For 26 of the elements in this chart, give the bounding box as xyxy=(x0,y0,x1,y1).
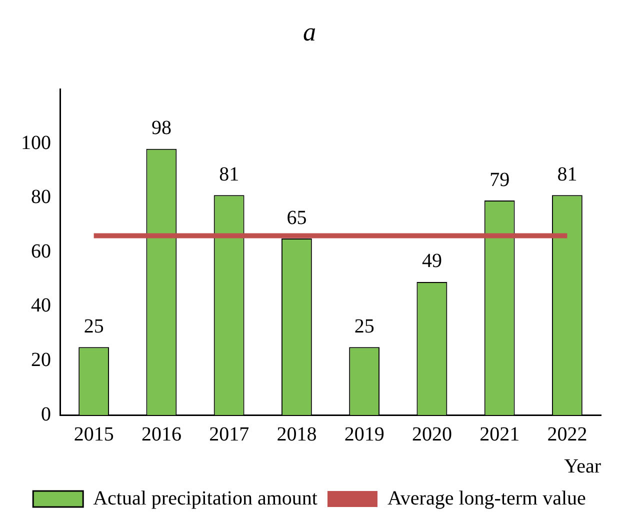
y-tick-label: 80 xyxy=(31,186,51,208)
data-label: 25 xyxy=(354,315,374,338)
legend-label: Average long-term value xyxy=(387,487,586,510)
x-tick-label: 2015 xyxy=(74,423,114,446)
x-tick-label: 2021 xyxy=(480,423,520,446)
chart-title: a xyxy=(303,17,316,46)
data-label: 81 xyxy=(219,163,240,186)
y-tick-label: 0 xyxy=(41,403,51,426)
x-tick-label: 2020 xyxy=(412,423,452,446)
y-tick-label: 100 xyxy=(21,132,51,154)
legend-label: Actual precipitation amount xyxy=(93,487,318,510)
x-tick-label: 2017 xyxy=(209,423,250,446)
x-tick-label: 2022 xyxy=(547,423,588,446)
x-tick-label: 2018 xyxy=(276,423,317,446)
x-tick-label: 2019 xyxy=(344,423,384,446)
data-label: 98 xyxy=(151,117,172,140)
data-label: 49 xyxy=(422,250,442,272)
data-label: 25 xyxy=(84,315,104,338)
y-tick-label: 60 xyxy=(31,240,51,262)
data-label: 81 xyxy=(557,163,578,186)
x-axis-title: Year xyxy=(564,455,602,478)
x-tick-label: 2016 xyxy=(141,423,182,446)
data-label: 79 xyxy=(490,168,510,191)
y-tick-label: 40 xyxy=(31,294,51,317)
y-tick-label: 20 xyxy=(31,348,51,371)
data-label: 65 xyxy=(286,206,307,229)
